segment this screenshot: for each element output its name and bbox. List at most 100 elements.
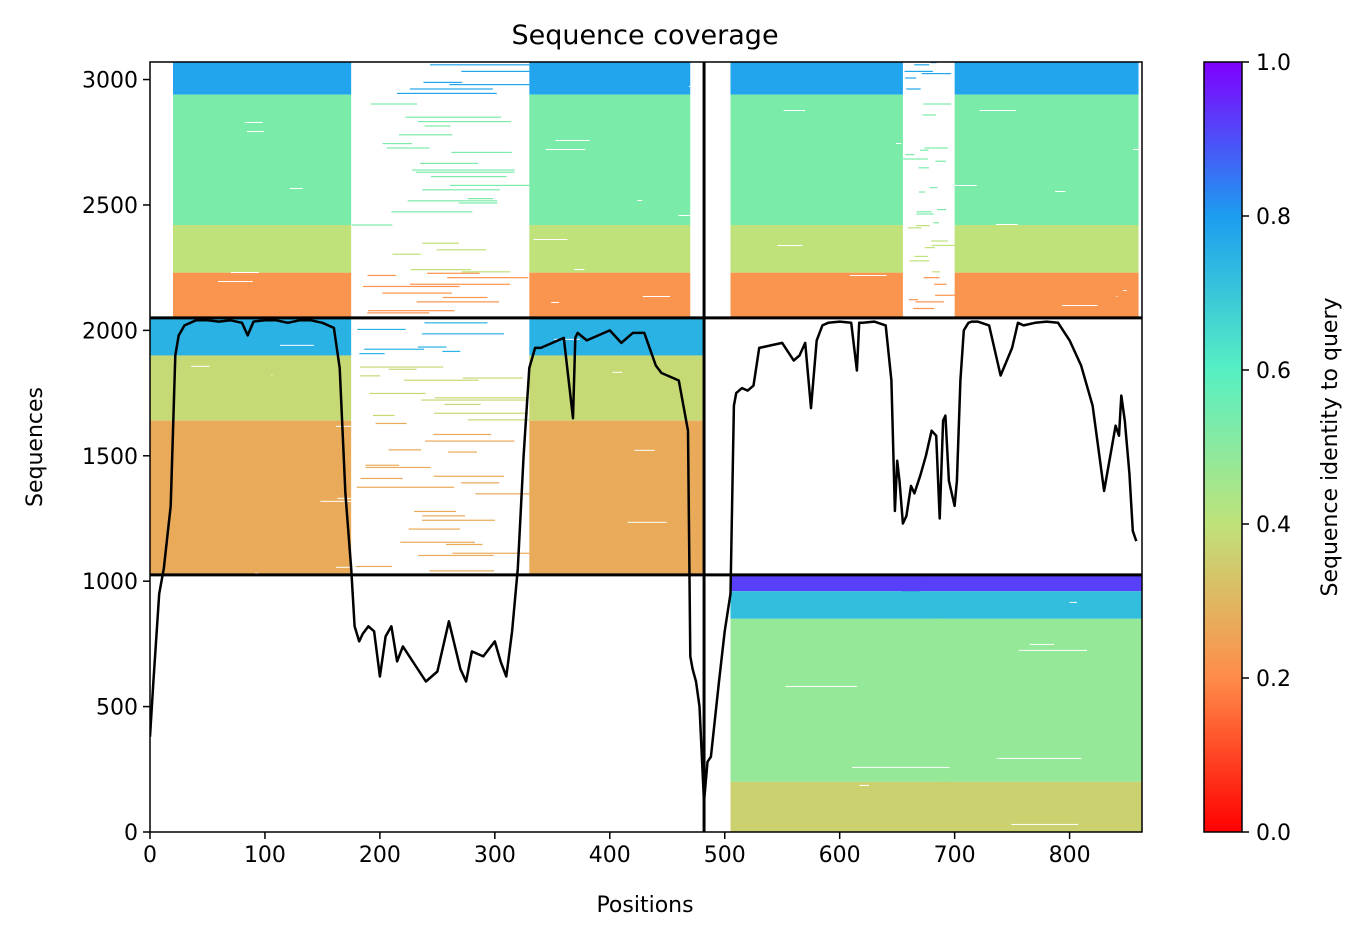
coverage-streak xyxy=(359,353,385,355)
coverage-streak xyxy=(924,247,935,249)
coverage-streak xyxy=(408,528,461,530)
coverage-streak xyxy=(913,307,935,310)
coverage-streak xyxy=(448,451,478,453)
coverage-streak xyxy=(391,211,473,213)
coverage-streak xyxy=(936,779,954,781)
coverage-streak xyxy=(424,125,451,127)
coverage-streak xyxy=(458,202,498,204)
y-tick-label: 2500 xyxy=(82,194,138,219)
coverage-streak xyxy=(924,147,949,149)
coverage-band xyxy=(730,591,1142,619)
coverage-gap xyxy=(785,685,858,687)
coverage-streak xyxy=(920,803,939,806)
coverage-streak xyxy=(415,171,515,173)
coverage-gap xyxy=(191,365,210,367)
coverage-streak xyxy=(405,116,502,118)
coverage-streak xyxy=(436,249,487,251)
coverage-streak xyxy=(924,799,933,801)
coverage-streak xyxy=(397,92,497,94)
coverage-streak xyxy=(461,70,530,72)
colorbar-tick-label: 0.6 xyxy=(1256,359,1291,384)
colorbar-tick-label: 0.8 xyxy=(1256,205,1291,230)
coverage-streak xyxy=(442,350,461,353)
coverage-gap xyxy=(573,269,585,270)
coverage-band xyxy=(529,225,691,273)
coverage-streak xyxy=(356,486,455,488)
coverage-gap xyxy=(554,338,580,340)
coverage-gap xyxy=(777,245,803,246)
coverage-streak xyxy=(909,790,943,792)
coverage-streak xyxy=(421,519,496,521)
coverage-streak xyxy=(902,625,926,627)
coverage-streak xyxy=(467,419,530,421)
y-axis: 0 500 1000 1500 2000 2500 3000 xyxy=(82,69,150,846)
y-tick-label: 0 xyxy=(124,821,138,846)
coverage-band xyxy=(172,225,352,273)
coverage-band xyxy=(954,272,1139,318)
coverage-streak xyxy=(931,748,939,750)
coverage-band xyxy=(529,272,691,318)
coverage-streak xyxy=(919,149,929,151)
y-tick-label: 1000 xyxy=(82,570,138,595)
x-tick-label: 600 xyxy=(819,843,861,868)
coverage-band xyxy=(730,62,903,95)
plot-frame xyxy=(149,61,1143,833)
x-tick-label: 500 xyxy=(704,843,746,868)
heatmap-block xyxy=(730,574,1142,832)
coverage-streak xyxy=(898,720,932,722)
coverage-streak xyxy=(449,84,530,86)
coverage-gap xyxy=(247,131,264,132)
coverage-gap xyxy=(852,766,950,768)
coverage-band xyxy=(529,355,705,421)
coverage-streak xyxy=(417,121,512,123)
coverage-streak xyxy=(351,224,393,226)
coverage-streak xyxy=(444,403,481,406)
y-tick-label: 500 xyxy=(96,696,138,721)
coverage-streak xyxy=(422,515,466,517)
coverage-line xyxy=(150,319,1138,804)
coverage-gap xyxy=(555,140,590,141)
coverage-streak xyxy=(372,414,395,417)
coverage-band xyxy=(150,420,352,575)
coverage-gap xyxy=(642,296,671,297)
x-tick-label: 700 xyxy=(934,843,976,868)
coverage-streak xyxy=(935,294,955,296)
coverage-streak xyxy=(421,399,527,401)
coverage-streak xyxy=(414,510,457,513)
coverage-streak xyxy=(917,621,937,623)
x-axis: 0 100 200 300 400 500 600 700 800 xyxy=(143,832,1091,868)
coverage-gap xyxy=(627,521,667,523)
coverage-streak xyxy=(360,477,403,480)
coverage-streak xyxy=(365,464,400,466)
coverage-streak xyxy=(934,618,946,621)
coverage-streak xyxy=(916,211,932,213)
coverage-streak xyxy=(475,493,530,495)
coverage-streak xyxy=(898,698,905,700)
coverage-streak xyxy=(921,73,952,75)
coverage-streak xyxy=(923,277,940,279)
coverage-streak xyxy=(915,225,930,227)
coverage-streak xyxy=(931,240,948,242)
coverage-streak xyxy=(367,312,430,314)
coverage-streak xyxy=(906,604,925,606)
coverage-streak xyxy=(421,333,505,335)
coverage-gap xyxy=(1055,191,1066,192)
coverage-gap xyxy=(996,757,1082,759)
coverage-streak xyxy=(902,590,920,592)
coverage-streak xyxy=(922,806,940,808)
coverage-gap xyxy=(955,185,977,186)
coverage-streak xyxy=(409,283,511,285)
coverage-streak xyxy=(915,669,923,671)
coverage-streak xyxy=(375,422,407,425)
coverage-band xyxy=(150,317,352,356)
coverage-gap xyxy=(1029,643,1055,645)
coverage-streak xyxy=(916,213,934,215)
coverage-band xyxy=(954,94,1139,226)
coverage-band xyxy=(954,62,1139,95)
coverage-streak xyxy=(898,691,907,693)
coverage-gap xyxy=(244,122,263,123)
coverage-streak xyxy=(907,227,922,229)
coverage-streak xyxy=(914,645,938,647)
coverage-band xyxy=(730,618,1142,782)
coverage-streak xyxy=(451,151,512,154)
